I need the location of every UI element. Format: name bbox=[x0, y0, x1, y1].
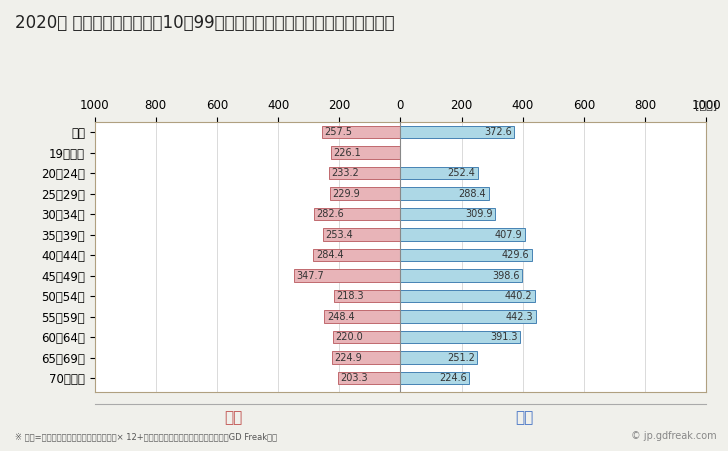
Bar bbox=[400, 187, 488, 200]
Bar bbox=[400, 269, 522, 282]
Text: 224.9: 224.9 bbox=[334, 353, 362, 363]
Bar bbox=[330, 187, 400, 200]
Text: 2020年 民間企業（従業者数10～99人）フルタイム労働者の男女別平均年収: 2020年 民間企業（従業者数10～99人）フルタイム労働者の男女別平均年収 bbox=[15, 14, 394, 32]
Bar bbox=[400, 290, 535, 302]
Bar bbox=[332, 351, 400, 364]
Text: 309.9: 309.9 bbox=[465, 209, 493, 219]
Text: 347.7: 347.7 bbox=[296, 271, 324, 281]
Bar bbox=[331, 147, 400, 159]
Text: 372.6: 372.6 bbox=[484, 127, 512, 137]
Bar bbox=[333, 290, 400, 302]
Text: 440.2: 440.2 bbox=[505, 291, 533, 301]
Text: 253.4: 253.4 bbox=[325, 230, 353, 239]
Bar bbox=[400, 331, 520, 343]
Bar bbox=[329, 167, 400, 179]
Bar bbox=[322, 126, 400, 138]
Text: 429.6: 429.6 bbox=[502, 250, 529, 260]
Bar bbox=[400, 126, 514, 138]
Bar bbox=[333, 331, 400, 343]
Text: 224.6: 224.6 bbox=[439, 373, 467, 383]
Text: 391.3: 391.3 bbox=[490, 332, 518, 342]
Text: 251.2: 251.2 bbox=[447, 353, 475, 363]
Bar bbox=[323, 228, 400, 241]
Bar bbox=[325, 310, 400, 322]
Text: 248.4: 248.4 bbox=[327, 312, 355, 322]
Text: 233.2: 233.2 bbox=[331, 168, 360, 178]
Bar bbox=[400, 372, 469, 384]
Bar bbox=[400, 228, 525, 241]
Text: 398.6: 398.6 bbox=[492, 271, 520, 281]
Bar bbox=[339, 372, 400, 384]
Text: ※ 年収=「きまって支給する現金給与額」× 12+「年間賞与その他特別給与額」としてGD Freak推計: ※ 年収=「きまって支給する現金給与額」× 12+「年間賞与その他特別給与額」と… bbox=[15, 432, 277, 441]
Text: 407.9: 407.9 bbox=[495, 230, 523, 239]
Text: 282.6: 282.6 bbox=[317, 209, 344, 219]
Text: 女性: 女性 bbox=[223, 410, 242, 425]
Bar bbox=[314, 249, 400, 261]
Bar bbox=[400, 167, 478, 179]
Text: 226.1: 226.1 bbox=[333, 147, 362, 157]
Text: 442.3: 442.3 bbox=[505, 312, 533, 322]
Text: 203.3: 203.3 bbox=[341, 373, 368, 383]
Bar bbox=[400, 249, 531, 261]
Bar bbox=[314, 208, 400, 220]
Bar bbox=[400, 208, 495, 220]
Text: 220.0: 220.0 bbox=[336, 332, 363, 342]
Bar bbox=[400, 310, 536, 322]
Text: 218.3: 218.3 bbox=[336, 291, 364, 301]
Text: 284.4: 284.4 bbox=[316, 250, 344, 260]
Text: 257.5: 257.5 bbox=[324, 127, 352, 137]
Text: 288.4: 288.4 bbox=[459, 189, 486, 198]
Text: [万円]: [万円] bbox=[695, 101, 717, 110]
Text: © jp.gdfreak.com: © jp.gdfreak.com bbox=[631, 431, 717, 441]
Text: 男性: 男性 bbox=[515, 410, 534, 425]
Text: 252.4: 252.4 bbox=[447, 168, 475, 178]
Text: 229.9: 229.9 bbox=[333, 189, 360, 198]
Bar bbox=[294, 269, 400, 282]
Bar bbox=[400, 351, 478, 364]
